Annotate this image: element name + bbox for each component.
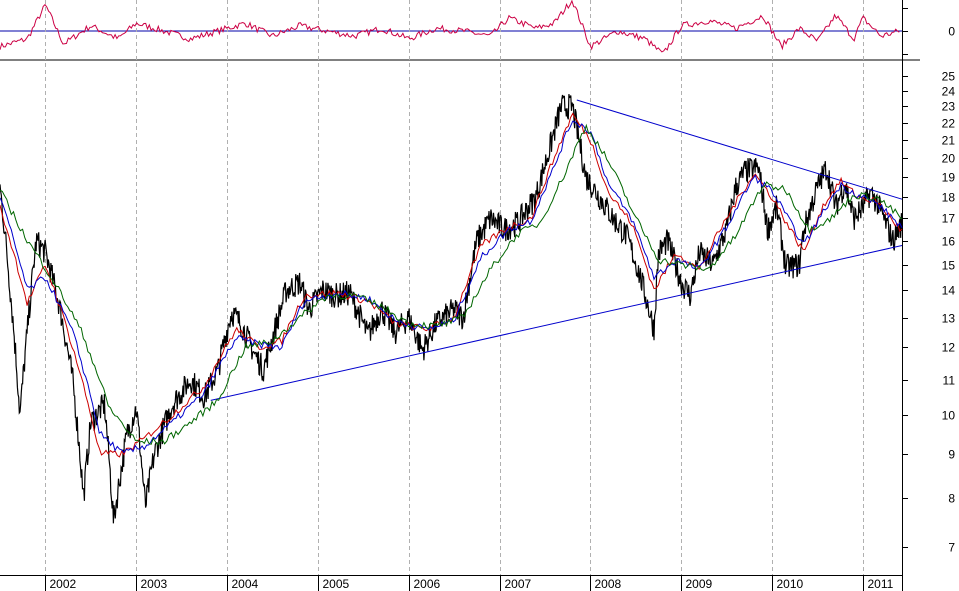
y-tick-label: 24 bbox=[942, 85, 956, 99]
trendline bbox=[210, 245, 903, 401]
y-tick-label: 12 bbox=[942, 341, 956, 355]
trendline bbox=[576, 99, 903, 200]
moving-average-line bbox=[0, 120, 903, 454]
x-tick-label: 2010 bbox=[777, 577, 804, 591]
y-tick-label: 22 bbox=[942, 117, 956, 131]
y-tick-label: 9 bbox=[948, 448, 955, 462]
y-tick-label: 11 bbox=[943, 374, 956, 388]
y-tick-label: 18 bbox=[942, 191, 956, 205]
y-tick-label: 17 bbox=[942, 212, 956, 226]
x-tick-label: 2006 bbox=[414, 577, 441, 591]
x-tick-label: 2011 bbox=[868, 577, 894, 591]
y-tick-label: 25 bbox=[942, 70, 956, 84]
price-line bbox=[0, 93, 903, 524]
y-tick-label: 15 bbox=[942, 259, 956, 273]
y-tick-label: 20 bbox=[942, 152, 956, 166]
x-tick-label: 2002 bbox=[50, 577, 77, 591]
x-tick-label: 2009 bbox=[686, 577, 713, 591]
y-tick-label: 7 bbox=[948, 541, 955, 555]
x-tick-label: 2003 bbox=[141, 577, 168, 591]
y-tick-label: 19 bbox=[942, 171, 956, 185]
y-tick-label: 21 bbox=[942, 134, 956, 148]
y-tick-label: 13 bbox=[942, 312, 956, 326]
x-tick-label: 2004 bbox=[232, 577, 259, 591]
y-tick-label: 14 bbox=[942, 284, 956, 298]
x-tick-label: 2007 bbox=[505, 577, 532, 591]
y-tick-label: 16 bbox=[942, 235, 956, 249]
oscillator-line bbox=[0, 0, 900, 53]
y-tick-label: 8 bbox=[948, 492, 955, 506]
x-tick-label: 2005 bbox=[323, 577, 350, 591]
moving-average-line bbox=[0, 112, 903, 458]
oscillator-y-tick-label: 0 bbox=[948, 25, 955, 39]
x-tick-label: 2008 bbox=[595, 577, 622, 591]
y-tick-label: 10 bbox=[942, 409, 956, 423]
y-tick-label: 23 bbox=[942, 100, 956, 114]
moving-average-line bbox=[0, 123, 903, 446]
